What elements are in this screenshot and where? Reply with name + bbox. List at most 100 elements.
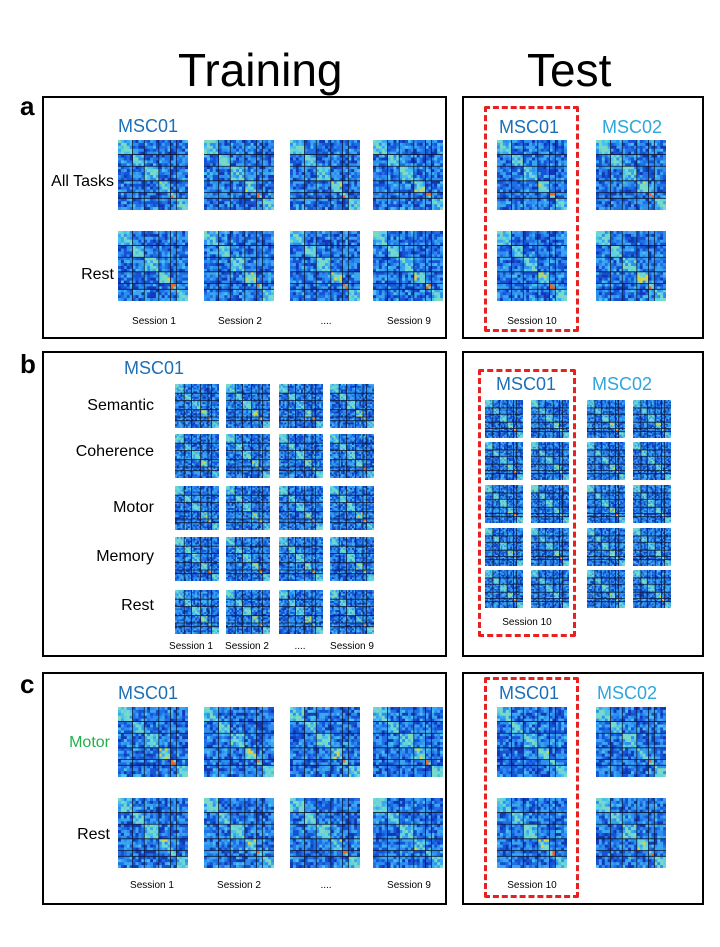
panel-b-test-box xyxy=(462,351,704,657)
panel-c-row-label-1: Motor xyxy=(40,734,110,752)
panel-b-memory-session-dots-matrix xyxy=(279,537,323,581)
panel-a-test-msc02-all-tasks-matrix xyxy=(596,140,666,210)
panel-a-test-box xyxy=(462,96,704,339)
panel-a-row-label-1: All Tasks xyxy=(40,173,114,191)
panel-b-motor-session-2-matrix xyxy=(226,486,270,530)
panel-b-test-subject2: MSC02 xyxy=(592,374,652,394)
panel-c-motor-session-1-matrix xyxy=(118,707,188,777)
panel-b-motor-session-9-matrix xyxy=(330,486,374,530)
panel-b-semantic-session-dots-matrix xyxy=(279,384,323,428)
panel-b-semantic-session-1-matrix xyxy=(175,384,219,428)
panel-a-all-tasks-session-2-matrix xyxy=(204,140,274,210)
panel-a-rest-session-dots-matrix xyxy=(290,231,360,301)
panel-b-test-msc01-coherence-a-matrix xyxy=(485,442,523,480)
panel-c-test-msc01-motor-matrix xyxy=(497,707,567,777)
panel-label-b: b xyxy=(20,350,36,378)
panel-a-test-session: Session 10 xyxy=(492,316,572,328)
panel-a-test-subject2: MSC02 xyxy=(602,117,662,137)
panel-c-rest-session-9-matrix xyxy=(373,798,443,868)
panel-label-c: c xyxy=(20,670,34,698)
panel-a-test-msc01-all-tasks-matrix xyxy=(497,140,567,210)
panel-b-test-msc02-motor-a-matrix xyxy=(587,485,625,523)
panel-b-test-session: Session 10 xyxy=(487,617,567,629)
panel-b-coherence-session-dots-matrix xyxy=(279,434,323,478)
panel-b-row-label-4: Memory xyxy=(40,548,154,566)
panel-a-test-subject1: MSC01 xyxy=(499,117,559,137)
panel-b-test-msc01-rest-a-matrix xyxy=(485,570,523,608)
panel-b-row-label-1: Semantic xyxy=(40,397,154,415)
panel-b-test-msc02-rest-a-matrix xyxy=(587,570,625,608)
panel-b-coherence-session-1-matrix xyxy=(175,434,219,478)
panel-a-session-label-1: Session 1 xyxy=(118,316,190,328)
panel-b-coherence-session-9-matrix xyxy=(330,434,374,478)
panel-c-test-subject1: MSC01 xyxy=(499,683,559,703)
panel-b-coherence-session-2-matrix xyxy=(226,434,270,478)
panel-b-memory-session-2-matrix xyxy=(226,537,270,581)
panel-c-session-label-1: Session 1 xyxy=(116,880,188,892)
panel-a-session-label-2: Session 2 xyxy=(204,316,276,328)
panel-c-rest-session-dots-matrix xyxy=(290,798,360,868)
panel-a-test-msc01-rest-matrix xyxy=(497,231,567,301)
panel-b-memory-session-1-matrix xyxy=(175,537,219,581)
panel-b-semantic-session-9-matrix xyxy=(330,384,374,428)
panel-b-rest-session-2-matrix xyxy=(226,590,270,634)
panel-a-all-tasks-session-dots-matrix xyxy=(290,140,360,210)
panel-b-test-msc01-semantic-a-matrix xyxy=(485,400,523,438)
panel-b-test-msc02-coherence-a-matrix xyxy=(587,442,625,480)
test-header: Test xyxy=(527,45,611,95)
panel-c-test-highlight xyxy=(484,677,579,898)
panel-b-rest-session-9-matrix xyxy=(330,590,374,634)
panel-a-rest-session-1-matrix xyxy=(118,231,188,301)
panel-c-training-box xyxy=(42,672,447,905)
panel-b-training-subject: MSC01 xyxy=(124,358,184,378)
panel-b-session-label-3: .... xyxy=(280,641,320,653)
panel-b-training-box xyxy=(42,351,447,657)
panel-b-test-msc01-semantic-b-matrix xyxy=(531,400,569,438)
panel-c-test-msc01-rest-matrix xyxy=(497,798,567,868)
panel-label-a: a xyxy=(20,92,34,120)
panel-c-rest-session-2-matrix xyxy=(204,798,274,868)
panel-b-test-msc01-coherence-b-matrix xyxy=(531,442,569,480)
panel-c-test-msc02-motor-matrix xyxy=(596,707,666,777)
panel-b-row-label-3: Motor xyxy=(40,499,154,517)
panel-c-session-label-2: Session 2 xyxy=(203,880,275,892)
panel-b-test-highlight xyxy=(478,369,576,637)
panel-b-test-msc01-motor-b-matrix xyxy=(531,485,569,523)
panel-c-motor-session-2-matrix xyxy=(204,707,274,777)
panel-c-rest-session-1-matrix xyxy=(118,798,188,868)
panel-a-training-box xyxy=(42,96,447,339)
panel-a-rest-session-9-matrix xyxy=(373,231,443,301)
panel-b-session-label-1: Session 1 xyxy=(165,641,217,653)
panel-a-all-tasks-session-1-matrix xyxy=(118,140,188,210)
panel-a-test-highlight xyxy=(484,106,579,332)
panel-c-row-label-2: Rest xyxy=(40,826,110,844)
training-header: Training xyxy=(178,45,342,95)
panel-c-test-msc02-rest-matrix xyxy=(596,798,666,868)
panel-b-test-msc01-memory-b-matrix xyxy=(531,528,569,566)
panel-b-test-msc02-motor-b-matrix xyxy=(633,485,671,523)
panel-b-motor-session-dots-matrix xyxy=(279,486,323,530)
panel-b-motor-session-1-matrix xyxy=(175,486,219,530)
panel-c-motor-session-9-matrix xyxy=(373,707,443,777)
panel-a-session-label-3: .... xyxy=(290,316,362,328)
panel-b-memory-session-9-matrix xyxy=(330,537,374,581)
panel-c-motor-session-dots-matrix xyxy=(290,707,360,777)
panel-a-rest-session-2-matrix xyxy=(204,231,274,301)
panel-b-test-msc01-memory-a-matrix xyxy=(485,528,523,566)
panel-a-row-label-2: Rest xyxy=(40,266,114,284)
panel-b-test-msc01-motor-a-matrix xyxy=(485,485,523,523)
panel-a-training-subject: MSC01 xyxy=(118,116,178,136)
panel-b-session-label-4: Session 9 xyxy=(324,641,380,653)
panel-b-row-label-2: Coherence xyxy=(40,443,154,461)
panel-b-test-msc02-coherence-b-matrix xyxy=(633,442,671,480)
panel-c-session-label-3: .... xyxy=(290,880,362,892)
panel-b-test-msc02-semantic-a-matrix xyxy=(587,400,625,438)
panel-c-test-session: Session 10 xyxy=(492,880,572,892)
panel-b-test-msc01-rest-b-matrix xyxy=(531,570,569,608)
panel-c-session-label-4: Session 9 xyxy=(373,880,445,892)
panel-b-test-msc02-memory-a-matrix xyxy=(587,528,625,566)
panel-c-training-subject: MSC01 xyxy=(118,683,178,703)
panel-a-session-label-4: Session 9 xyxy=(373,316,445,328)
panel-a-all-tasks-session-9-matrix xyxy=(373,140,443,210)
panel-b-rest-session-1-matrix xyxy=(175,590,219,634)
